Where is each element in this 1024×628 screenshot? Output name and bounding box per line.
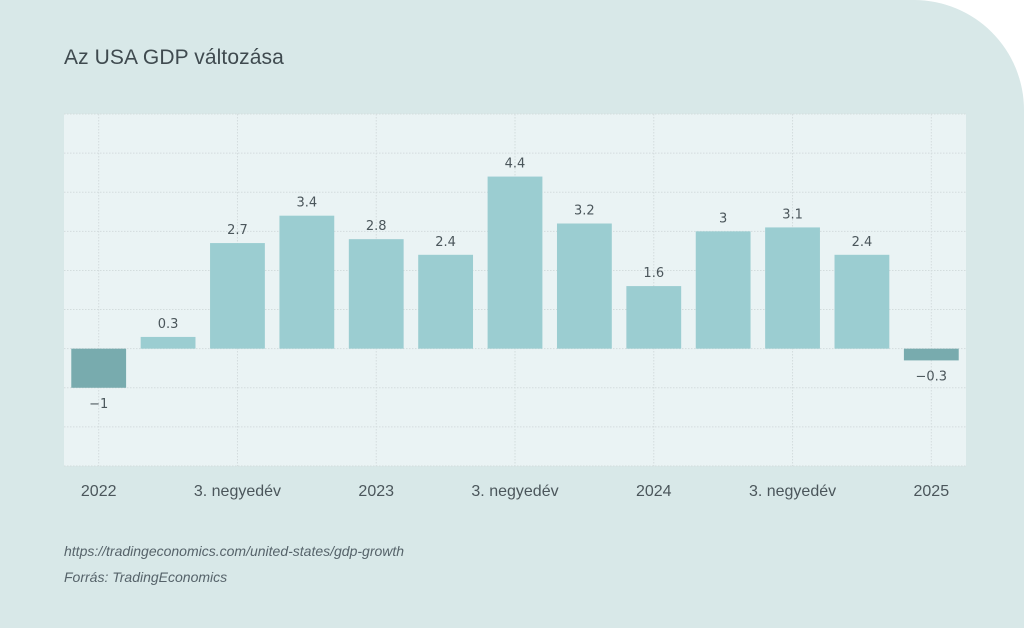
data-label: 1.6 bbox=[643, 266, 664, 281]
bar bbox=[418, 254, 474, 349]
data-label: 2.4 bbox=[435, 235, 456, 250]
x-tick-label: 2023 bbox=[358, 483, 394, 500]
source-url: https://tradingeconomics.com/united-stat… bbox=[64, 543, 405, 559]
bar bbox=[626, 286, 682, 349]
bar bbox=[903, 348, 959, 361]
data-labels: −1 0.3 2.7 3.4 2.8 2.4 4.4 3.2 1.6 3 3.1 2.4 −0.3 bbox=[89, 157, 947, 412]
bar bbox=[765, 227, 820, 349]
source-credit: Forrás: TradingEconomics bbox=[64, 569, 228, 585]
data-label: 0.3 bbox=[158, 317, 179, 332]
data-label: 3.2 bbox=[574, 204, 595, 219]
x-tick-label: 2022 bbox=[81, 483, 117, 500]
data-label: 2.8 bbox=[366, 219, 387, 234]
data-label: 3.4 bbox=[297, 196, 318, 211]
bar bbox=[71, 348, 127, 388]
bar bbox=[487, 176, 543, 349]
x-tick-label: 2025 bbox=[914, 483, 950, 500]
data-label: −0.3 bbox=[916, 369, 948, 384]
data-label: −1 bbox=[89, 397, 108, 412]
data-label: 3.1 bbox=[782, 207, 803, 222]
x-tick-label: 3. negyedév bbox=[749, 483, 836, 500]
bars bbox=[71, 176, 959, 388]
bar bbox=[210, 243, 265, 349]
bar bbox=[834, 254, 890, 349]
chart-title: Az USA GDP változása bbox=[64, 46, 284, 69]
data-label: 2.7 bbox=[227, 223, 248, 238]
x-tick-label: 3. negyedév bbox=[194, 483, 281, 500]
data-label: 3 bbox=[719, 211, 727, 226]
x-axis-ticks: 2022 3. negyedév 2023 3. negyedév 2024 3. neg… bbox=[81, 483, 949, 500]
bar bbox=[140, 336, 196, 349]
bar bbox=[556, 223, 612, 349]
bar bbox=[695, 231, 751, 349]
x-tick-label: 2024 bbox=[636, 483, 672, 500]
bar bbox=[279, 215, 335, 349]
x-tick-label: 3. negyedév bbox=[471, 483, 558, 500]
bar bbox=[348, 239, 404, 349]
data-label: 2.4 bbox=[852, 235, 873, 250]
data-label: 4.4 bbox=[505, 157, 526, 172]
